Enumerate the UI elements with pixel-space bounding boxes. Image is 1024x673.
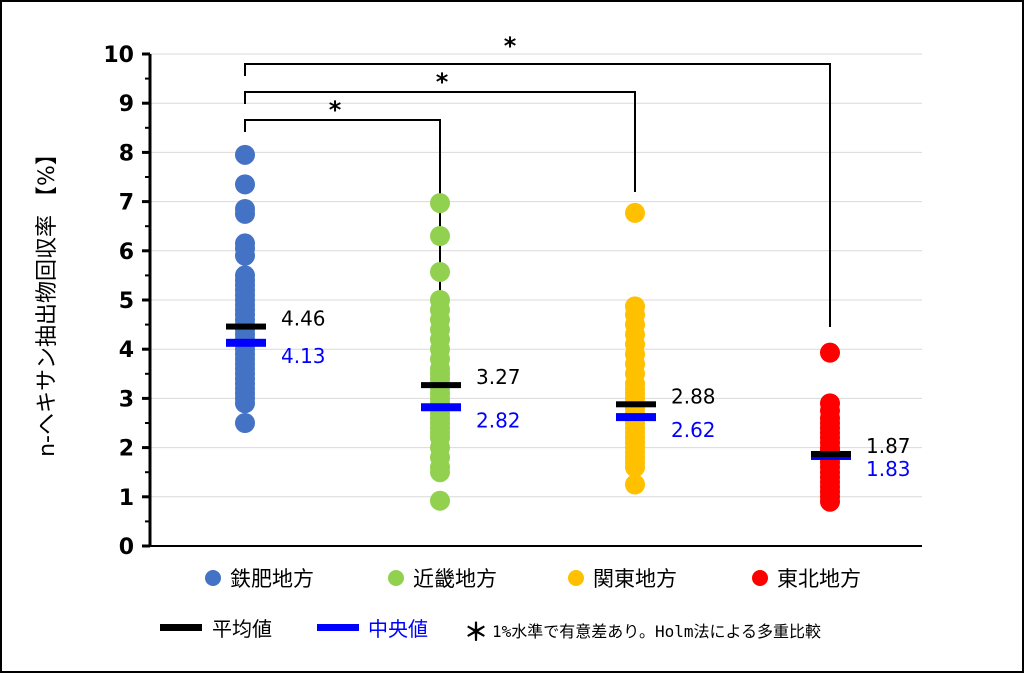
significance-bracket xyxy=(244,91,636,192)
legend-marker xyxy=(205,570,221,586)
legend-marker xyxy=(388,570,404,586)
y-tick-label: 4 xyxy=(119,338,134,363)
median-bar xyxy=(616,413,656,422)
median-value-label: 2.82 xyxy=(476,408,521,432)
mean-bar xyxy=(421,382,461,389)
mean-bar xyxy=(811,450,851,457)
note-star: ＊ xyxy=(464,618,488,646)
mean-value-label: 3.27 xyxy=(476,365,521,389)
mean-bar xyxy=(616,401,656,408)
mean-value-label: 1.87 xyxy=(866,434,911,458)
data-point xyxy=(625,202,645,223)
data-point xyxy=(625,474,645,495)
data-point xyxy=(430,490,450,511)
data-point xyxy=(235,203,255,224)
stat-markers: 4.46 4.13 3.27 2.82 2.88 2.62 1.871.83 xyxy=(226,307,911,481)
y-tick-label: 1 xyxy=(119,486,134,511)
significance-bracket xyxy=(244,119,441,292)
y-tick-label: 0 xyxy=(119,535,134,560)
significance-star: * xyxy=(329,96,342,124)
median-value-label: 1.83 xyxy=(866,457,911,481)
grid-lines xyxy=(150,53,922,498)
mean-bar xyxy=(226,323,266,330)
data-point xyxy=(820,491,840,512)
data-point xyxy=(625,457,645,478)
y-axis-label: n-ヘキサン抽出物回収率 【%】 xyxy=(35,143,60,457)
median-bar xyxy=(226,338,266,347)
median-legend-swatch xyxy=(317,624,359,631)
data-point xyxy=(430,462,450,483)
legend-marker xyxy=(568,570,584,586)
note-text: 1%水準で有意差あり。Holm法による多重比較 xyxy=(492,622,821,641)
significance-brackets: * * * xyxy=(244,32,831,327)
data-point xyxy=(430,193,450,214)
data-point xyxy=(235,393,255,414)
mean-legend-label: 平均値 xyxy=(212,617,272,641)
stat-legend: 平均値 中央値 ＊ 1%水準で有意差あり。Holm法による多重比較 xyxy=(160,617,821,646)
significance-star: * xyxy=(436,68,449,96)
data-point xyxy=(430,261,450,282)
data-point xyxy=(235,144,255,165)
median-legend-label: 中央値 xyxy=(368,617,428,641)
y-tick-label: 8 xyxy=(119,141,134,166)
data-point xyxy=(235,245,255,266)
y-tick-label: 2 xyxy=(119,437,134,462)
significance-star: * xyxy=(504,32,517,60)
data-point xyxy=(235,174,255,195)
y-tick-label: 10 xyxy=(103,43,134,68)
data-point xyxy=(235,413,255,433)
legend-label: 鉄肥地方 xyxy=(230,567,314,591)
median-bar xyxy=(421,403,461,412)
data-point xyxy=(820,342,840,363)
median-value-label: 2.62 xyxy=(671,418,716,442)
significance-bracket xyxy=(244,63,831,327)
legend-label: 関東地方 xyxy=(593,567,677,591)
mean-value-label: 2.88 xyxy=(671,384,716,408)
y-tick-label: 7 xyxy=(119,191,134,216)
legend-marker xyxy=(752,570,768,586)
data-point xyxy=(430,226,450,247)
mean-value-label: 4.46 xyxy=(281,307,326,331)
y-tick-label: 6 xyxy=(119,240,134,265)
y-tick-label: 3 xyxy=(119,387,134,412)
y-tick-label: 5 xyxy=(119,289,134,314)
legend-label: 東北地方 xyxy=(777,567,861,591)
legend-label: 近畿地方 xyxy=(413,567,497,591)
data-points xyxy=(235,144,840,512)
mean-legend-swatch xyxy=(160,624,202,631)
y-tick-label: 9 xyxy=(119,92,134,117)
median-value-label: 4.13 xyxy=(281,344,326,368)
y-axis: 0 1 2 3 4 5 6 7 8 9 10 xyxy=(103,43,922,560)
series-legend: 鉄肥地方 近畿地方 関東地方 東北地方 xyxy=(205,567,861,591)
